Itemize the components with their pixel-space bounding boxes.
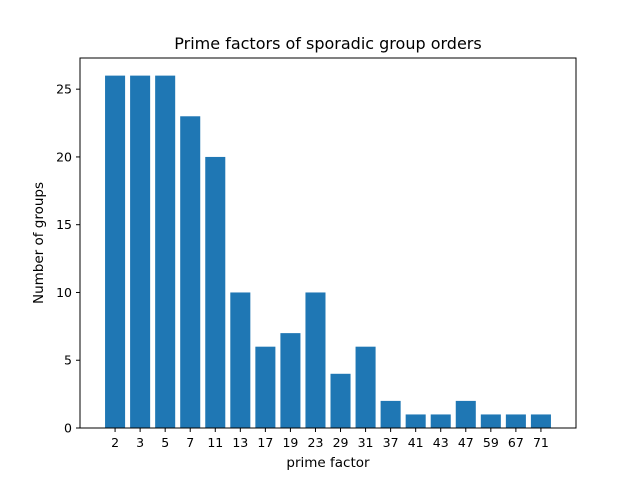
x-tick-label-17: 17 [257,435,273,450]
bar-43 [430,414,451,428]
bar-41 [405,414,426,428]
x-tick-label-43: 43 [433,435,449,450]
x-tick-label-71: 71 [533,435,549,450]
bar-47 [455,400,476,428]
x-tick-label-37: 37 [383,435,399,450]
x-tick-label-19: 19 [282,435,298,450]
x-tick-label-7: 7 [186,435,194,450]
x-tick-label-67: 67 [508,435,524,450]
plot-frame [79,57,577,429]
x-tick-label-3: 3 [136,435,144,450]
x-tick-label-31: 31 [358,435,374,450]
bar-31 [355,346,376,428]
x-axis-ticks: 2 3 5 7 11 13 17 19 23 29 31 37 41 43 47 59 67 71 [111,428,549,450]
x-tick-label-47: 47 [458,435,474,450]
chart-title: Prime factors of sporadic group orders [174,34,481,53]
bar-13 [230,292,251,428]
bar-29 [330,373,351,428]
bar-11 [205,156,226,428]
x-tick-label-23: 23 [308,435,324,450]
y-tick-label-20: 20 [56,149,72,164]
bar-3 [130,75,151,428]
y-tick-label-5: 5 [64,353,72,368]
bars-group [105,75,551,429]
bar-37 [380,400,401,428]
bar-59 [480,414,501,428]
x-tick-label-13: 13 [232,435,248,450]
y-axis-ticks: 0 5 10 15 20 25 [56,82,80,436]
bar-2 [105,75,126,428]
bar-71 [530,414,551,428]
x-tick-label-29: 29 [333,435,349,450]
y-tick-label-10: 10 [56,285,72,300]
bar-23 [305,292,326,428]
x-tick-label-41: 41 [408,435,424,450]
bar-5 [155,75,176,428]
bar-17 [255,346,276,428]
bar-67 [505,414,526,428]
x-tick-label-2: 2 [111,435,119,450]
y-axis-label: Number of groups [31,182,47,304]
bar-7 [180,116,201,429]
bar-19 [280,333,301,428]
x-axis-label: prime factor [286,455,370,471]
x-tick-label-5: 5 [161,435,169,450]
y-tick-label-0: 0 [64,421,72,436]
x-tick-label-11: 11 [207,435,223,450]
y-tick-label-15: 15 [56,217,72,232]
x-tick-label-59: 59 [483,435,499,450]
y-tick-label-25: 25 [56,82,72,97]
